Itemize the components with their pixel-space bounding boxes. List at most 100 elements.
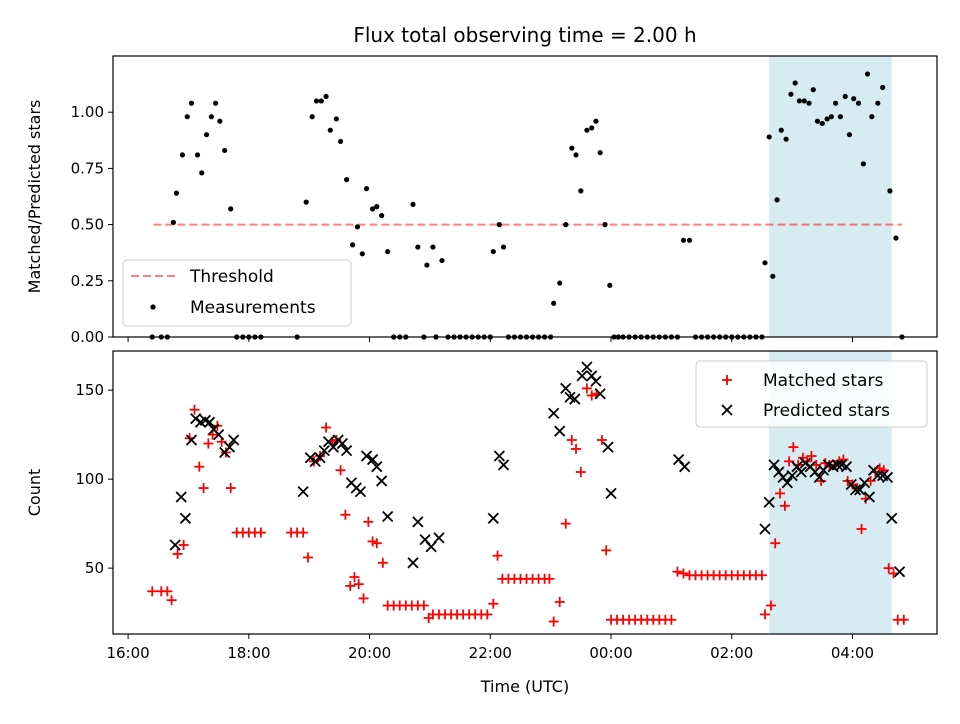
data-point	[806, 451, 817, 462]
data-point	[354, 485, 367, 498]
data-point	[488, 598, 499, 609]
data-point	[194, 152, 201, 158]
data-point	[188, 100, 195, 106]
data-point	[560, 382, 572, 395]
data-point	[581, 383, 592, 394]
data-point	[846, 132, 853, 138]
data-point	[575, 467, 586, 478]
data-point	[566, 434, 577, 445]
plot-frame	[112, 350, 938, 635]
data-point	[578, 188, 584, 194]
data-point	[581, 361, 593, 373]
data-point	[309, 114, 315, 120]
data-point	[228, 206, 234, 212]
data-point	[756, 570, 767, 581]
data-point	[854, 484, 866, 496]
data-point	[203, 416, 216, 428]
data-point	[203, 132, 210, 138]
data-point	[385, 248, 391, 255]
data-point	[759, 523, 771, 535]
data-point	[199, 170, 205, 176]
data-point	[813, 471, 825, 484]
data-point	[759, 609, 770, 620]
data-point	[208, 114, 214, 120]
data-point	[184, 114, 190, 120]
data-point	[875, 100, 881, 106]
data-point	[544, 573, 555, 584]
y-axis-label: Count	[25, 469, 44, 517]
data-point	[571, 443, 582, 454]
data-point	[686, 237, 693, 243]
data-point	[363, 516, 374, 527]
data-point	[770, 273, 776, 279]
data-point	[297, 485, 309, 498]
data-point	[816, 475, 827, 486]
data-point	[228, 434, 240, 446]
data-point	[788, 442, 799, 453]
legend-threshold-label: Threshold	[189, 267, 274, 287]
data-point	[814, 118, 821, 124]
data-point	[369, 206, 376, 212]
legend: Matched stars Predicted stars	[695, 360, 928, 428]
data-point	[166, 595, 177, 606]
data-point	[344, 177, 350, 183]
x-tick-label: 22:00	[469, 644, 512, 662]
data-point	[169, 539, 181, 551]
data-point	[178, 540, 189, 551]
data-point	[765, 600, 776, 611]
data-point	[147, 586, 158, 597]
data-point	[418, 600, 429, 611]
data-point	[594, 388, 606, 400]
data-point	[806, 100, 812, 106]
data-point	[872, 469, 884, 482]
data-point	[593, 118, 599, 124]
data-point	[318, 445, 330, 457]
data-point	[487, 512, 499, 524]
data-point	[382, 510, 394, 523]
y-tick-label: 0.75	[71, 159, 104, 177]
legend-predicted-label: Predicted stars	[763, 401, 890, 421]
data-point	[358, 593, 369, 604]
bottom-panel-counts: 16:00 18:00 20:00 22:00 00:00 02:00 04:00 50 100…	[25, 350, 938, 696]
data-point	[576, 370, 588, 382]
data-point	[678, 568, 689, 579]
data-point	[858, 477, 871, 489]
data-point	[349, 572, 360, 583]
data-point	[795, 466, 807, 478]
data-point	[313, 98, 320, 104]
data-point	[831, 459, 844, 471]
x-tick-label: 02:00	[710, 644, 753, 662]
data-point	[783, 136, 789, 142]
data-point	[412, 516, 424, 528]
data-point	[774, 197, 780, 203]
data-point	[222, 147, 228, 154]
data-point	[415, 244, 421, 250]
data-point	[203, 438, 214, 449]
y-tick-label: 0.25	[71, 272, 104, 290]
data-point	[586, 390, 597, 401]
data-point	[898, 614, 909, 625]
data-point	[584, 127, 590, 133]
data-point	[213, 100, 219, 106]
highlight-band	[769, 56, 892, 337]
y-tick-label: 0.00	[71, 328, 104, 346]
data-point	[819, 120, 825, 127]
data-point	[680, 237, 687, 243]
data-point	[601, 545, 612, 556]
data-point	[410, 201, 416, 207]
data-point	[810, 87, 816, 93]
data-point	[371, 461, 383, 473]
y-tick-label: 100	[75, 470, 104, 488]
data-point	[327, 127, 333, 133]
data-point	[602, 441, 614, 453]
data-point	[792, 80, 798, 86]
data-point	[407, 557, 419, 569]
data-point	[849, 484, 862, 496]
data-point	[350, 242, 356, 248]
data-point	[500, 244, 507, 250]
data-point	[430, 244, 436, 250]
x-tick-label: 00:00	[589, 644, 632, 662]
data-point	[333, 116, 339, 122]
legend-box	[695, 360, 928, 428]
